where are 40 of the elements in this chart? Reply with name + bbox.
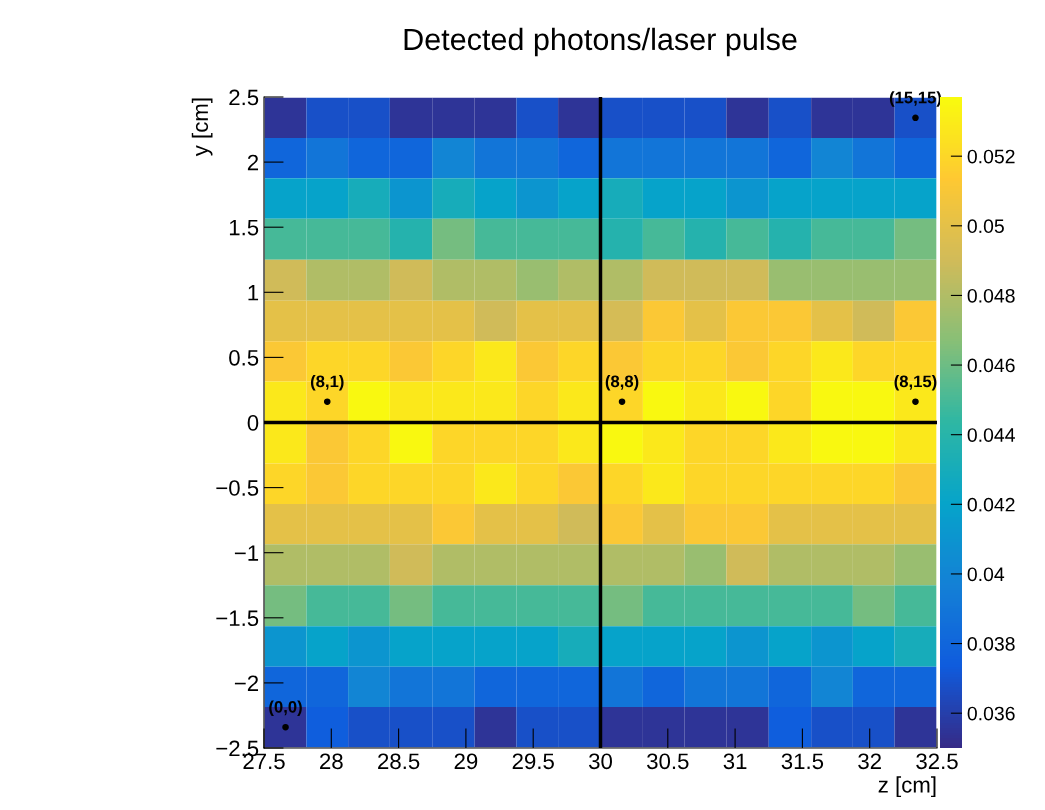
- x-tick-label: 29: [454, 753, 478, 770]
- x-tick-label: 28: [320, 753, 343, 770]
- color-bar-label: 0.038: [967, 637, 1015, 651]
- y-tick-label: −1.5: [216, 610, 259, 627]
- color-bar-label: 0.046: [967, 358, 1015, 373]
- x-tick-label: 32: [858, 753, 881, 770]
- y-tick-label: 1.5: [229, 219, 259, 236]
- x-tick-label: 31: [723, 753, 747, 770]
- annotation: (8,8): [605, 375, 639, 391]
- y-axis-title: y [cm]: [191, 98, 213, 157]
- color-bar-label: 0.052: [967, 149, 1015, 164]
- point: [618, 398, 626, 405]
- y-tick-label: 2.5: [229, 89, 259, 106]
- point: [912, 114, 919, 122]
- y-tick-label: 0: [247, 415, 259, 431]
- x-tick-label: 30.5: [647, 753, 689, 770]
- y-tick-label: 2: [247, 154, 259, 171]
- color-bar-label: 0.05: [967, 219, 1004, 234]
- color-bar-label: 0.048: [967, 288, 1015, 303]
- y-tick-label: 1: [248, 285, 259, 301]
- x-axis-title: z [cm]: [878, 776, 936, 798]
- x-tick-label: 31.5: [781, 753, 824, 770]
- x-tick-label: 32.5: [916, 753, 958, 770]
- annotation: (8,1): [310, 375, 344, 391]
- color-bar-label: 0.044: [967, 428, 1015, 442]
- point: [912, 398, 919, 405]
- x-tick-label: 28.5: [378, 753, 420, 770]
- point: [323, 398, 331, 405]
- chart-title: Detected photons/laser pulse: [404, 27, 797, 57]
- y-tick-label: −0.5: [216, 480, 259, 496]
- y-tick-label: −1: [234, 545, 259, 561]
- point: [282, 723, 289, 731]
- color-bar-label: 0.04: [967, 567, 1005, 582]
- color-bar-label: 0.042: [967, 497, 1015, 512]
- y-tick-label: 0.5: [229, 349, 259, 366]
- color-bar-label: 0.036: [967, 706, 1015, 721]
- x-tick-label: 30: [588, 753, 612, 770]
- y-tick-label: −2: [234, 675, 259, 691]
- annotation: (0,0): [269, 700, 302, 717]
- x-tick-label: 29.5: [512, 753, 554, 770]
